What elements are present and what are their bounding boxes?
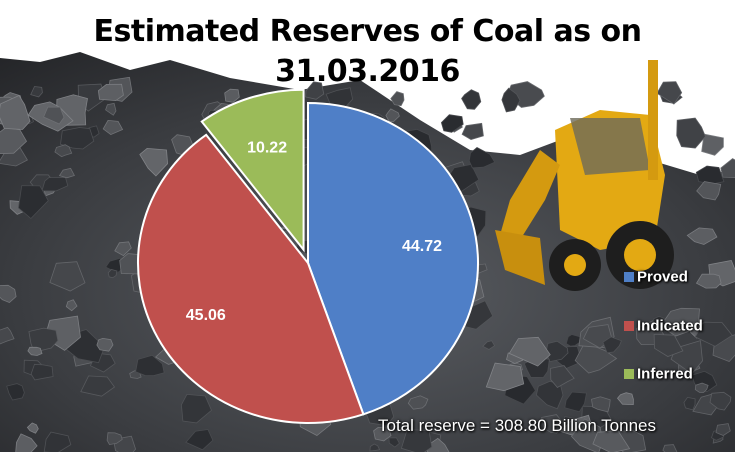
coal-rock (541, 414, 564, 434)
coal-rock (369, 443, 381, 452)
coal-rock (373, 426, 392, 442)
coal-rock (461, 89, 482, 110)
coal-rock (508, 336, 551, 367)
legend-item-inferred: Inferred (624, 365, 693, 383)
coal-rock (43, 106, 65, 125)
coal-rock (694, 321, 733, 347)
coal-rock (574, 345, 618, 374)
excavator-icon (495, 60, 674, 291)
coal-rock (224, 88, 240, 103)
coal-rock (440, 114, 464, 133)
coal-rock (565, 334, 582, 347)
pie-slice-proved (307, 101, 479, 416)
coal-rock (58, 167, 75, 179)
coal-rock (550, 365, 575, 389)
legend-label-inferred: Inferred (637, 365, 693, 383)
coal-rock (0, 94, 31, 130)
legend-item-proved: Proved (624, 268, 688, 286)
pie-slice-inferred (200, 88, 305, 253)
coal-rock (43, 431, 72, 452)
coal-rock (0, 284, 17, 303)
coal-rock (683, 396, 696, 411)
coal-rock (662, 444, 678, 452)
coal-rock (185, 429, 214, 451)
coal-rock (305, 81, 325, 100)
coal-rock (676, 117, 706, 149)
coal-rock (27, 346, 43, 356)
coal-rock (97, 83, 124, 102)
coal-rock (96, 337, 114, 352)
coal-rock (102, 119, 124, 136)
coal-rock (653, 333, 684, 357)
coal-rock (468, 147, 496, 169)
coal-rock (656, 81, 683, 105)
coal-rock (701, 133, 724, 156)
coal-rock (80, 375, 116, 397)
coal-rock (28, 327, 59, 353)
coal-rock (65, 299, 78, 312)
pie-slice-indicated (137, 133, 365, 424)
legend-item-indicated: Indicated (624, 317, 703, 335)
coal-rock (54, 144, 73, 158)
legend-label-proved: Proved (637, 268, 688, 286)
coal-rock (26, 422, 39, 434)
total-reserve-annotation: Total reserve = 308.80 Billion Tonnes (378, 416, 657, 435)
coal-rock (720, 158, 735, 179)
coal-rock (407, 395, 429, 410)
coal-rock (18, 185, 49, 220)
coal-rock (659, 307, 700, 337)
coal-rock (6, 383, 25, 401)
coal-rock (388, 437, 400, 448)
coal-rock (107, 268, 118, 279)
coal-rock (485, 362, 525, 392)
coal-rock (461, 122, 484, 141)
chart-title-line-2: 31.03.2016 (275, 54, 460, 89)
coal-rock (652, 315, 666, 327)
coal-rock (696, 181, 722, 201)
legend-swatch-inferred (624, 368, 634, 379)
legend-swatch-proved (624, 271, 634, 282)
coal-rock (114, 241, 132, 257)
coal-rock (564, 391, 587, 413)
data-label-inferred: 10.22 (247, 140, 287, 157)
coal-rock (602, 336, 622, 354)
coal-rock (616, 392, 634, 406)
coal-rock (106, 432, 123, 446)
coal-rock (385, 108, 400, 123)
data-label-indicated: 45.06 (186, 307, 226, 324)
coal-rock (135, 354, 165, 377)
coal-rock (105, 102, 117, 116)
coal-rock (695, 273, 722, 289)
coal-rock (715, 423, 731, 436)
coal-rock (591, 396, 611, 413)
legend-swatch-indicated (624, 320, 634, 331)
coal-rock (694, 382, 709, 393)
coal-rock (60, 127, 95, 150)
coal-rock (30, 363, 54, 381)
chart-title-line-1: Estimated Reserves of Coal as on (93, 14, 642, 49)
coal-rock (482, 340, 496, 350)
coal-rock (400, 429, 433, 452)
coal-rock (390, 91, 405, 107)
coal-rock (30, 86, 43, 98)
coal-rock (545, 340, 569, 363)
coal-rock (592, 430, 631, 452)
coal-rock (180, 393, 212, 424)
coal-rock (686, 227, 718, 245)
data-label-proved: 44.72 (402, 238, 442, 255)
coal-rock (709, 391, 732, 411)
coal-rock (15, 433, 38, 452)
coal-rock (0, 326, 15, 345)
coal-rock (49, 261, 86, 292)
legend-label-indicated: Indicated (637, 317, 703, 335)
coal-rock (501, 87, 521, 113)
chart-title: Estimated Reserves of Coal as on 31.03.2… (0, 12, 735, 92)
coal-rock (139, 147, 169, 177)
